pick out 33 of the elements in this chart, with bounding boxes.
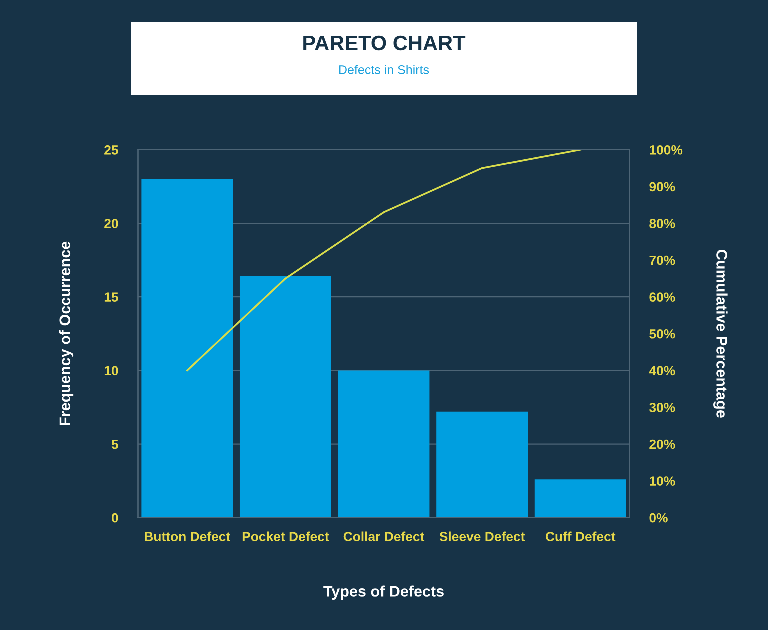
y2-tick-label: 30% (650, 403, 676, 412)
y-tick-label: 0 (112, 513, 118, 523)
y-tick-label: 10 (104, 366, 118, 376)
y-axis-title: Frequency of Occurrence (59, 242, 74, 426)
y2-tick-label: 20% (650, 440, 676, 450)
chart-subtitle: Defects in Shirts (340, 65, 430, 74)
x-tick-label: Collar Defect (344, 532, 425, 542)
y2-tick-label: 60% (650, 292, 676, 302)
y2-tick-label: 90% (650, 182, 676, 192)
y2-tick-label: 70% (650, 256, 676, 266)
bar (436, 412, 528, 518)
x-tick-label: Pocket Defect (242, 532, 330, 542)
y2-axis-title: Cumulative Percentage (714, 250, 728, 418)
y2-tick-label: 80% (650, 219, 676, 228)
line-series (186, 150, 582, 372)
x-axis-title: Types of Defects (324, 586, 444, 600)
y2-tick-label: 0% (650, 513, 668, 523)
bar (240, 276, 332, 518)
y2-tick-label: 50% (650, 329, 676, 339)
chart-title: PARETO CHART (304, 36, 466, 51)
bar (338, 370, 430, 518)
y2-tick-label: 10% (650, 476, 676, 486)
y2-tick-label: 40% (649, 366, 676, 376)
y2-tick-label: 100% (650, 146, 683, 155)
x-tick-label: Sleeve Defect (440, 532, 526, 542)
bar (534, 480, 626, 518)
x-tick-label: Cuff Defect (546, 532, 616, 542)
y-tick-label: 5 (112, 440, 118, 450)
x-tick-label: Button Defect (145, 532, 230, 542)
y-tick-label: 15 (104, 292, 118, 302)
y-tick-label: 25 (104, 146, 118, 155)
bar (142, 179, 234, 518)
y-tick-label: 20 (104, 219, 118, 228)
